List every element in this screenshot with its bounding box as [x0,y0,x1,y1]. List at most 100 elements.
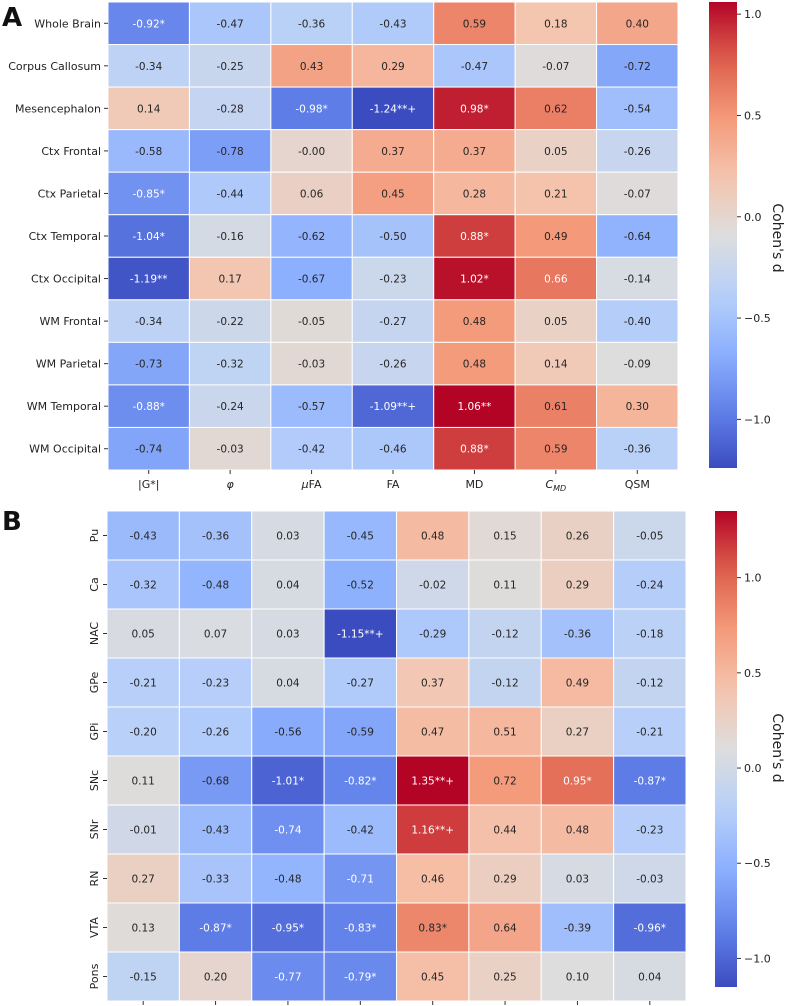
panelB-cell-label: -0.74 [274,825,301,837]
panelA-cell-wm-parietal-mu-fa [270,341,353,386]
panelA-row-label-wm-parietal: WM Parietal [36,358,101,371]
panel-b-colorbar-title: Cohen's d [769,713,785,782]
panelA-cell-label: -0.98* [295,103,327,115]
panelA-cell-label: -0.46 [379,444,406,456]
panelB-row-label-rn: RN [88,871,101,887]
panelA-cell-label: -0.57 [298,401,325,413]
panelA-cell-label: -0.16 [217,231,244,243]
panelB-cell-vta-qsm [540,902,615,953]
panelB-cell-nac-fa [323,608,397,659]
panelA-cell-label: 0.48 [463,359,486,371]
panelA-cell-label: 0.61 [544,401,567,413]
panel-a-heatmap: -0.92* -0.47 -0.36 -0.43 0.59 0.18 0.40 -0.34 -0… [107,1,679,471]
panelA-cell-whole-brain-g-star [107,1,190,46]
panelB-cell-label: -0.12 [636,678,663,690]
panelA-cell-label: -0.92* [133,18,165,30]
panelA-cell-label: 0.14 [137,103,161,115]
panelA-cell-ctx-frontal-g-star [107,129,190,173]
panelA-cell-whole-brain-c-md [514,1,598,46]
panelB-cell-gpi-phi [178,706,253,757]
panelB-cell-gpe-phi [178,657,253,708]
panelB-cell-label: -0.68 [202,776,229,788]
panelA-cell-corpus-callosum-mu-fa [270,44,353,88]
panelA-row-label-corpus-callosum: Corpus Callosum [8,60,101,73]
panelB-cell-label: 0.46 [421,874,445,886]
panelA-cell-label: -0.36 [298,18,325,30]
panel-b-colorbar-ticks: 1.0 0.5 0.0 −0.5 −1.0 [737,572,771,965]
panelB-cell-label: 0.26 [566,531,590,543]
panelB-cell-gpi-nm-cnr [613,706,687,757]
panelA-cell-wm-parietal-md [433,341,516,386]
panelA-cell-label: -0.72 [624,61,651,73]
panelB-cell-label: -0.39 [564,923,591,935]
panel-a-colorbar-ticks: 1.0 0.5 0.0 −0.5 −1.0 [737,8,771,426]
panelA-cell-label: 0.88* [460,444,489,456]
panelB-cell-pons-c-md [468,951,542,1002]
panelB-cell-gpe-nm-cnr [613,657,687,708]
panelA-cell-label: 0.30 [626,401,649,413]
panelA-col-label-c-md: CMD [545,478,566,493]
panelA-cell-wm-occipital-phi [188,426,272,471]
panelB-cell-rn-md [396,853,470,904]
panelB-cell-ca-mu-fa [251,559,325,610]
panelB-cell-gpi-c-md [468,706,542,757]
panel-a-colorbar [709,2,737,468]
panelB-row-label-nac: NAC [88,622,101,646]
panelB-cell-label: -0.56 [274,727,301,739]
panelB-cell-label: -0.20 [130,727,157,739]
panelA-cell-ctx-temporal-phi [188,214,272,258]
panelB-cell-pu-g-star [106,510,180,561]
panelA-cell-label: 0.59 [463,18,486,30]
panelB-cell-label: 0.64 [493,923,517,935]
panelB-colorbar-tick-label: 0.0 [744,762,762,775]
panel-a-colorbar-title: Cohen's d [769,203,785,272]
panelB-cell-label: -0.52 [347,580,374,592]
panelB-cell-label: -0.59 [347,727,374,739]
panelB-cell-label: -0.77 [274,972,301,984]
panelA-cell-label: -0.28 [217,103,244,115]
panelB-cell-label: -0.23 [636,825,663,837]
panelA-cell-ctx-occipital-qsm [596,256,679,301]
panelB-cell-label: 0.04 [276,678,300,690]
panelA-col-label-fa: FA [387,478,400,491]
panelB-cell-rn-nm-cnr [613,853,687,904]
panelA-cell-wm-temporal-g-star [107,384,190,428]
panelA-cell-mesencephalon-c-md [514,86,598,131]
panelB-cell-label: -0.12 [491,629,518,641]
panelB-cell-nac-qsm [540,608,615,659]
panelB-cell-label: -0.45 [347,531,374,543]
panelA-cell-label: -1.19** [130,274,168,286]
panelA-cell-label: 0.14 [544,359,568,371]
panelB-row-label-snc: SNc [88,770,101,791]
panelB-cell-label: 0.20 [204,972,227,984]
panelA-cell-whole-brain-phi [188,1,272,46]
panelB-cell-pons-mu-fa [251,951,325,1002]
panelB-cell-label: -0.26 [202,727,229,739]
panelA-cell-label: -0.42 [298,444,325,456]
panelB-cell-vta-mu-fa [251,902,325,953]
panelB-cell-snc-phi [178,755,253,806]
panelA-cell-label: 0.62 [544,103,567,115]
panelA-row-label-whole-brain: Whole Brain [34,17,101,30]
panelB-cell-label: -0.05 [636,531,663,543]
panelA-cell-label: -0.34 [135,316,162,328]
panelA-cell-label: -1.04* [133,231,165,243]
panelB-cell-label: -0.43 [202,825,229,837]
panelB-cell-label: 0.83* [418,923,447,935]
panelB-cell-snc-qsm [540,755,615,806]
panelB-row-label-vta: VTA [88,917,101,938]
panelB-cell-rn-fa [323,853,397,904]
panelA-cell-ctx-occipital-fa [351,256,435,301]
panelB-cell-label: 0.29 [493,874,516,886]
panelA-cell-label: 0.37 [463,146,486,158]
panelB-cell-label: 1.16**+ [411,825,454,837]
panelB-cell-label: 0.07 [204,629,227,641]
panelB-cell-label: 0.51 [493,727,516,739]
panelA-cell-label: 0.37 [381,146,404,158]
panelB-cell-label: -0.24 [636,580,663,592]
panelA-cell-label: 0.98* [460,103,489,115]
panelA-cell-label: 0.59 [544,444,567,456]
panelB-cell-vta-md [396,902,470,953]
panelB-row-label-pons: Pons [88,963,101,989]
panelA-cell-label: -0.50 [379,231,406,243]
